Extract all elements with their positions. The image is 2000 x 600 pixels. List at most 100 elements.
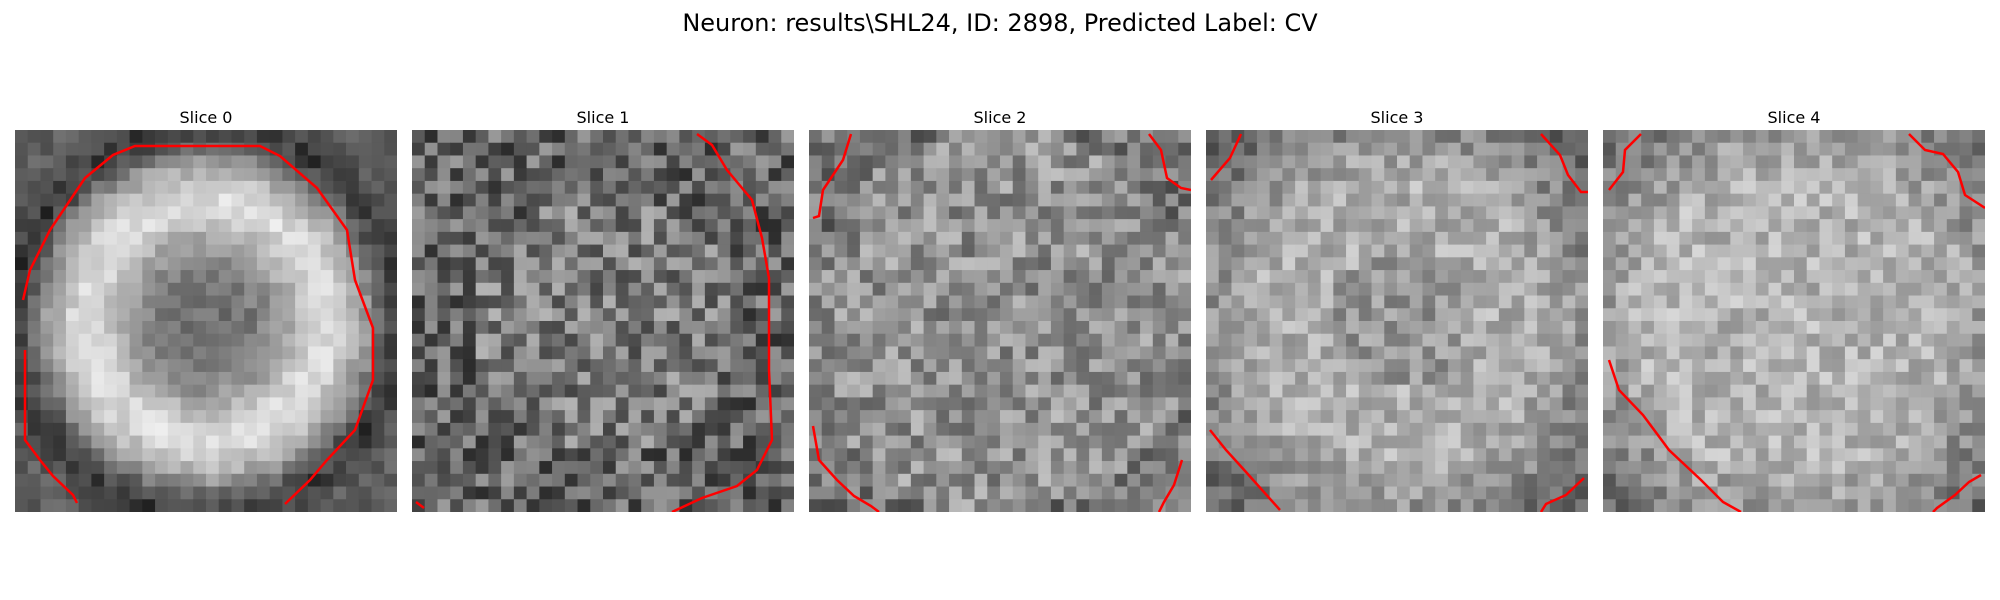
image-pixel <box>167 168 181 182</box>
image-pixel <box>1768 346 1782 360</box>
image-pixel <box>142 155 156 169</box>
image-pixel <box>1537 448 1551 462</box>
image-pixel <box>501 168 515 182</box>
image-pixel <box>206 270 220 284</box>
image-pixel <box>513 270 527 284</box>
image-pixel <box>231 486 245 500</box>
image-pixel <box>1307 282 1321 296</box>
image-pixel <box>218 359 232 373</box>
image-pixel <box>1178 499 1191 512</box>
image-pixel <box>1165 359 1179 373</box>
image-pixel <box>615 308 629 322</box>
image-pixel <box>821 244 835 258</box>
image-pixel <box>1320 282 1334 296</box>
image-pixel <box>1256 499 1271 512</box>
image-pixel <box>1307 473 1321 487</box>
image-pixel <box>590 180 604 195</box>
image-pixel <box>692 486 706 500</box>
image-pixel <box>1460 180 1474 195</box>
slice-image-4 <box>1603 130 1985 512</box>
image-pixel <box>1307 461 1321 475</box>
image-pixel <box>78 193 92 207</box>
image-pixel <box>333 180 347 195</box>
image-pixel <box>692 270 706 284</box>
image-pixel <box>307 333 321 347</box>
image-pixel <box>424 333 438 347</box>
image-pixel <box>1819 295 1833 309</box>
image-pixel <box>1114 333 1128 347</box>
image-pixel <box>1959 499 1973 512</box>
image-pixel <box>206 422 220 436</box>
image-pixel <box>1384 333 1398 347</box>
image-pixel <box>307 244 321 258</box>
image-pixel <box>1641 180 1655 195</box>
image-pixel <box>1460 308 1474 322</box>
image-pixel <box>1101 346 1115 360</box>
image-pixel <box>949 130 963 144</box>
image-pixel <box>615 321 629 335</box>
image-pixel <box>1282 270 1296 284</box>
image-pixel <box>384 142 397 156</box>
image-pixel <box>1269 333 1283 347</box>
image-pixel <box>1384 270 1398 284</box>
image-pixel <box>755 180 769 195</box>
image-pixel <box>768 130 782 144</box>
image-pixel <box>1127 282 1141 296</box>
image-pixel <box>1050 397 1065 411</box>
image-pixel <box>1256 168 1271 182</box>
image-pixel <box>488 206 502 220</box>
image-pixel <box>526 180 540 195</box>
image-pixel <box>1218 486 1232 500</box>
image-pixel <box>1076 180 1090 195</box>
image-pixel <box>1511 384 1525 398</box>
image-pixel <box>1295 321 1309 335</box>
image-pixel <box>1549 193 1563 207</box>
image-pixel <box>333 397 347 411</box>
image-pixel <box>384 155 397 169</box>
image-pixel <box>231 308 245 322</box>
image-pixel <box>1114 461 1128 475</box>
image-pixel <box>717 333 731 347</box>
image-pixel <box>53 308 67 322</box>
image-pixel <box>1883 410 1897 424</box>
slice-title-2: Slice 2 <box>973 108 1027 127</box>
image-pixel <box>488 130 502 144</box>
image-pixel <box>450 282 464 296</box>
image-pixel <box>1422 142 1436 156</box>
image-pixel <box>1218 130 1232 144</box>
image-pixel <box>1921 410 1935 424</box>
image-pixel <box>1628 461 1642 475</box>
image-pixel <box>949 142 963 156</box>
image-pixel <box>307 282 321 296</box>
image-pixel <box>641 282 655 296</box>
image-pixel <box>104 333 118 347</box>
image-pixel <box>1447 448 1462 462</box>
image-pixel <box>1921 333 1935 347</box>
image-pixel <box>781 499 794 512</box>
image-pixel <box>1959 359 1973 373</box>
image-pixel <box>1435 282 1449 296</box>
image-pixel <box>628 155 642 169</box>
image-pixel <box>679 422 693 436</box>
image-pixel <box>961 397 975 411</box>
image-pixel <box>513 448 527 462</box>
image-pixel <box>282 473 296 487</box>
image-pixel <box>1435 410 1449 424</box>
image-pixel <box>1409 219 1423 233</box>
image-pixel <box>1615 270 1629 284</box>
image-pixel <box>1320 308 1334 322</box>
image-pixel <box>526 321 540 335</box>
image-pixel <box>1000 397 1014 411</box>
image-pixel <box>307 448 321 462</box>
image-pixel <box>1832 473 1846 487</box>
image-pixel <box>1333 231 1347 245</box>
image-pixel <box>1295 219 1309 233</box>
image-pixel <box>730 282 744 296</box>
image-pixel <box>1076 333 1090 347</box>
image-pixel <box>1435 486 1449 500</box>
image-pixel <box>462 282 477 296</box>
image-pixel <box>1498 193 1512 207</box>
image-pixel <box>1307 397 1321 411</box>
image-pixel <box>53 142 67 156</box>
image-pixel <box>1562 257 1576 271</box>
